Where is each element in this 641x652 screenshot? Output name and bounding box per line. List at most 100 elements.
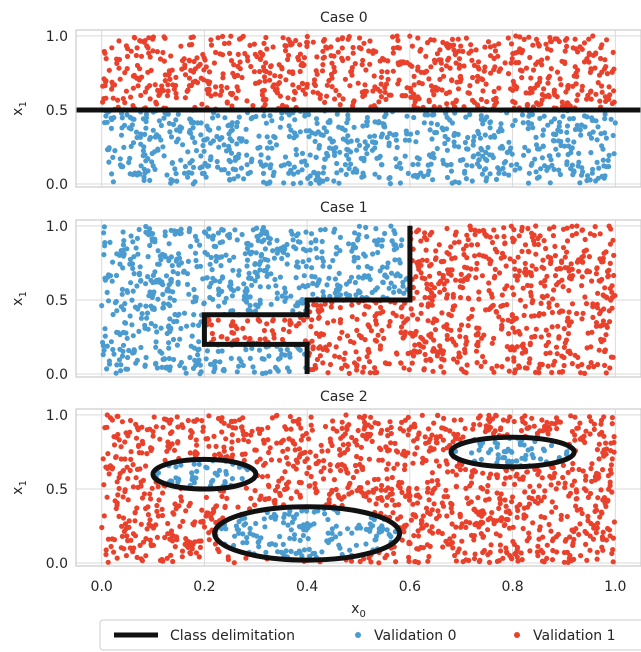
point-validation-0 [135,251,141,257]
point-validation-1 [435,482,441,488]
point-validation-1 [330,418,336,424]
point-validation-1 [564,238,571,244]
point-validation-0 [182,163,188,170]
point-validation-1 [494,234,500,240]
point-validation-0 [483,166,489,172]
point-validation-1 [116,474,122,481]
point-validation-0 [185,174,191,180]
point-validation-1 [549,369,555,376]
point-validation-0 [329,139,335,145]
point-validation-1 [546,304,552,310]
point-validation-1 [528,289,534,296]
point-validation-1 [261,74,268,80]
point-validation-0 [145,274,151,280]
point-validation-0 [333,251,339,257]
point-validation-1 [300,87,306,93]
y-tick-label: 0.0 [46,367,68,383]
point-validation-1 [465,237,471,243]
point-validation-1 [394,351,400,357]
point-validation-0 [118,132,125,138]
point-validation-0 [242,515,248,521]
point-validation-0 [261,113,267,119]
point-validation-1 [598,337,604,343]
point-validation-1 [598,417,605,423]
point-validation-1 [492,273,498,279]
point-validation-1 [605,525,611,532]
point-validation-1 [253,447,259,453]
legend-label-class-delimitation: Class delimitation [170,628,295,644]
point-validation-0 [330,257,336,264]
point-validation-0 [133,360,139,366]
point-validation-1 [583,428,589,434]
point-validation-1 [146,35,152,41]
point-validation-1 [547,34,553,41]
point-validation-0 [364,114,370,121]
point-validation-0 [291,135,297,141]
point-validation-1 [487,44,493,50]
point-validation-1 [611,252,617,258]
point-validation-0 [178,325,184,332]
point-validation-1 [424,479,431,485]
point-validation-1 [454,463,460,469]
point-validation-0 [561,143,568,149]
point-validation-1 [462,425,468,432]
point-validation-1 [478,96,484,102]
point-validation-1 [468,532,475,539]
point-validation-1 [446,55,452,61]
point-validation-1 [486,559,493,566]
point-validation-0 [159,350,165,356]
point-validation-1 [311,302,317,308]
point-validation-1 [399,537,405,543]
point-validation-1 [308,323,314,330]
point-validation-1 [588,66,594,72]
point-validation-1 [379,482,385,489]
point-validation-1 [546,521,552,528]
point-validation-0 [513,458,519,464]
point-validation-0 [510,122,516,128]
point-validation-1 [188,67,194,74]
point-validation-1 [360,93,366,99]
point-validation-1 [234,84,240,90]
point-validation-0 [415,172,421,179]
point-validation-0 [564,161,570,167]
point-validation-0 [99,303,105,309]
point-validation-1 [579,510,585,517]
point-validation-0 [448,168,455,174]
point-validation-1 [429,88,436,94]
point-validation-1 [419,275,425,281]
point-validation-1 [575,354,581,360]
point-validation-1 [175,440,181,446]
point-validation-1 [476,296,482,302]
point-validation-1 [514,84,520,90]
point-validation-1 [591,421,598,427]
point-validation-1 [376,560,382,566]
point-validation-0 [118,304,124,310]
point-validation-1 [307,449,313,455]
point-validation-1 [439,530,445,537]
point-validation-0 [319,249,325,255]
point-validation-1 [352,462,359,469]
point-validation-1 [580,310,586,316]
point-validation-1 [560,474,566,481]
point-validation-1 [114,60,120,66]
point-validation-1 [116,65,122,71]
point-validation-1 [425,426,432,432]
point-validation-0 [311,521,317,527]
point-validation-1 [147,54,153,60]
point-validation-1 [320,346,326,352]
point-validation-0 [348,161,354,167]
point-validation-1 [600,467,606,473]
point-validation-0 [355,236,361,242]
point-validation-0 [380,279,386,285]
point-validation-1 [344,333,351,339]
point-validation-1 [448,500,454,506]
point-validation-1 [529,263,535,269]
point-validation-1 [390,34,396,40]
point-validation-0 [162,229,168,235]
point-validation-1 [259,52,265,59]
point-validation-0 [594,159,600,165]
point-validation-1 [273,413,279,419]
point-validation-1 [411,533,417,539]
point-validation-1 [472,253,478,259]
point-validation-1 [521,312,527,318]
